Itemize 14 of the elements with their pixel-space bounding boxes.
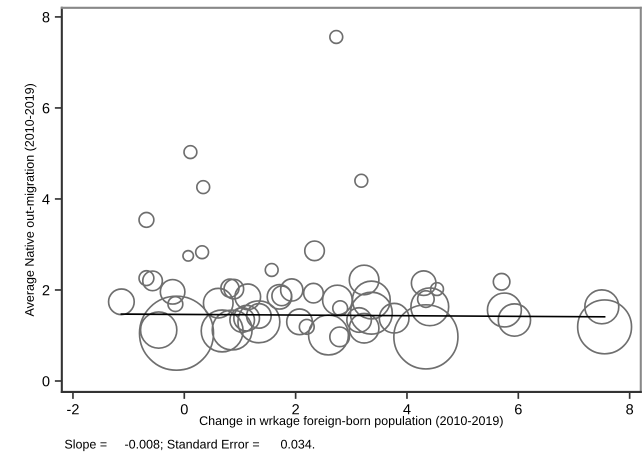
text: Slope = -0.008; Standard Error = 0.034. — [64, 439, 314, 452]
x-tick-label: 8 — [626, 404, 634, 414]
x-tick-label: 2 — [292, 404, 299, 414]
y-tick-label: 6 — [42, 103, 50, 114]
y-tick-label: 4 — [42, 194, 50, 204]
y-tick-label: 2 — [42, 285, 50, 296]
y-tick-label: 0 — [42, 376, 50, 386]
y-axis-title: Average Native out-migration (2010-2019) — [24, 84, 36, 316]
x-tick-label: 4 — [403, 404, 411, 414]
x-tick-label: 0 — [180, 404, 188, 414]
x-axis-title: Change in wrkage foreign-born population (2010-2019) — [200, 416, 503, 428]
x-tick-label: -2 — [67, 404, 79, 414]
y-tick-label: 8 — [42, 12, 50, 22]
x-tick-label: 6 — [514, 404, 522, 414]
